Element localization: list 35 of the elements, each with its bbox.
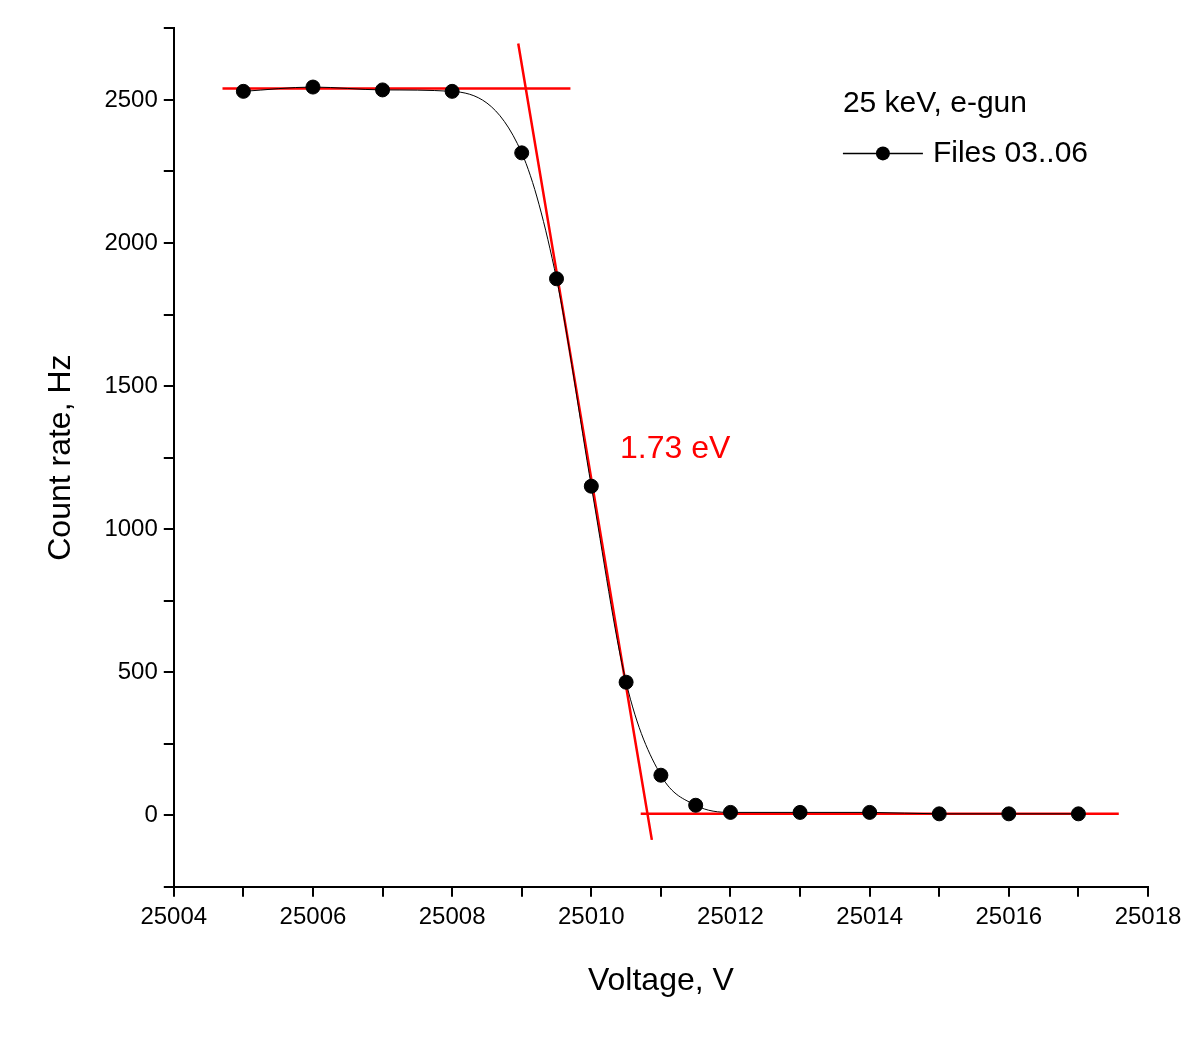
- x-tick-label: 25014: [836, 901, 904, 929]
- point: [1070, 806, 1086, 822]
- point: [444, 83, 460, 99]
- point: [792, 804, 808, 820]
- x-axis-title: Voltage, V: [587, 960, 735, 997]
- y-tick-label: 500: [117, 656, 158, 684]
- x-tick-label: 25018: [1114, 901, 1182, 929]
- legend-label: Files 03..06: [932, 134, 1089, 168]
- point: [931, 806, 947, 822]
- point: [549, 271, 565, 287]
- x-tick-label: 25004: [140, 901, 208, 929]
- point: [375, 82, 391, 98]
- point: [235, 83, 251, 99]
- legend-title: 25 keV, e-gun: [842, 84, 1027, 118]
- point: [618, 674, 634, 690]
- point: [688, 797, 704, 813]
- x-tick-label: 25008: [418, 901, 486, 929]
- point: [514, 145, 530, 161]
- point: [862, 804, 878, 820]
- point: [653, 767, 669, 783]
- y-tick-label: 1500: [104, 370, 158, 398]
- x-tick-label: 25012: [697, 901, 764, 929]
- point: [305, 79, 321, 95]
- y-tick-label: 2500: [104, 84, 158, 112]
- y-tick-label: 2000: [104, 227, 158, 255]
- y-axis-title: Count rate, Hz: [41, 354, 78, 561]
- x-tick-label: 25016: [975, 901, 1043, 929]
- y-tick-label: 1000: [104, 513, 158, 541]
- point: [722, 804, 738, 820]
- y-tick-label: 0: [144, 799, 158, 827]
- x-tick-label: 25006: [279, 901, 347, 929]
- x-tick-label: 25010: [557, 901, 625, 929]
- point: [583, 478, 599, 494]
- point: [1001, 806, 1017, 822]
- annotation: 1.73 eV: [619, 428, 731, 465]
